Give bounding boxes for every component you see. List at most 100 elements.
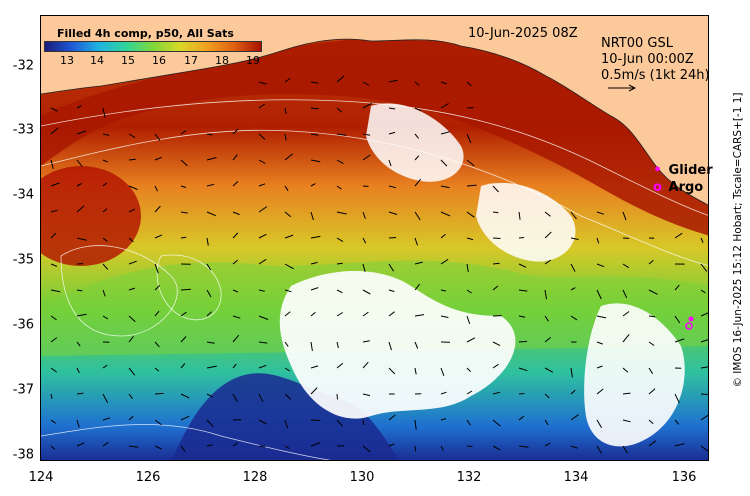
- current-vector: [50, 393, 53, 399]
- current-vector: [128, 158, 136, 161]
- current-vector: [50, 107, 58, 112]
- current-vector: [258, 103, 266, 109]
- current-vector: [128, 415, 134, 421]
- current-vector: [388, 443, 395, 447]
- current-vector: [648, 315, 656, 318]
- current-vector: [466, 445, 473, 448]
- current-vector: [258, 159, 266, 164]
- current-vector: [596, 263, 605, 268]
- current-vector: [622, 333, 630, 343]
- current-vector: [492, 445, 501, 451]
- current-vector: [128, 315, 136, 323]
- current-vector: [518, 289, 528, 292]
- current-vector: [310, 261, 318, 265]
- current-vector: [232, 181, 239, 187]
- current-vector: [102, 263, 109, 270]
- current-vector: [206, 211, 216, 217]
- y-tick-label: -33: [12, 122, 34, 138]
- current-vector: [50, 209, 58, 213]
- current-vector: [50, 367, 57, 373]
- glider-marker[interactable]: [688, 316, 694, 322]
- legend-glider: • Glider: [651, 163, 712, 178]
- current-vector: [206, 237, 209, 246]
- current-vector: [570, 211, 577, 220]
- current-vector: [50, 289, 61, 293]
- current-vector: [154, 367, 160, 372]
- argo-marker[interactable]: [685, 322, 693, 330]
- current-vector: [76, 159, 83, 167]
- current-vector: [414, 178, 421, 187]
- legend-argo: o Argo: [651, 180, 703, 195]
- current-vector: [440, 233, 446, 239]
- current-vector: [154, 156, 162, 161]
- current-vector: [76, 419, 80, 428]
- y-tick-label: -35: [12, 252, 34, 268]
- current-vector: [362, 102, 373, 109]
- current-vector: [206, 341, 215, 344]
- current-vector: [570, 315, 578, 321]
- current-vector: [362, 445, 371, 453]
- current-vector: [362, 154, 371, 161]
- current-vector: [622, 367, 629, 373]
- current-vector: [362, 340, 370, 343]
- current-vector: [362, 81, 370, 86]
- current-scale: 0.5m/s (1kt 24h): [601, 68, 710, 83]
- current-vector: [50, 159, 54, 170]
- current-vector: [154, 445, 163, 450]
- current-vector: [700, 414, 708, 421]
- current-vector: [206, 263, 212, 271]
- current-vector: [414, 155, 420, 161]
- current-vector: [466, 237, 474, 241]
- current-vector: [518, 415, 525, 421]
- current-vector: [206, 183, 215, 187]
- current-vector: [596, 341, 603, 345]
- current-vector: [154, 341, 160, 348]
- current-vector: [336, 211, 347, 215]
- land-mass: [41, 16, 708, 205]
- current-vector: [544, 337, 551, 343]
- current-vector: [414, 367, 417, 375]
- current-vector: [466, 289, 472, 294]
- current-vector: [622, 263, 630, 269]
- current-vector: [492, 341, 501, 347]
- current-vector: [180, 211, 188, 214]
- current-vector: [362, 263, 366, 272]
- current-vector: [414, 419, 417, 430]
- credit-label: © IMOS 16-Jun-2025 15:12 Hobart; Tscale=…: [732, 92, 744, 388]
- current-vector: [362, 393, 371, 397]
- current-vector: [206, 444, 213, 447]
- current-vector: [232, 259, 239, 265]
- current-vector: [674, 443, 685, 447]
- current-vector: [440, 159, 448, 167]
- current-vector: [570, 287, 576, 291]
- current-vector: [310, 235, 321, 239]
- current-vector: [310, 365, 319, 369]
- current-vector: [336, 75, 345, 83]
- current-vector: [388, 237, 397, 239]
- current-vector: [258, 315, 269, 320]
- current-vector: [284, 107, 287, 114]
- current-vector: [232, 128, 239, 135]
- glider-dot-icon: •: [653, 163, 662, 178]
- date-label: 10-Jun-2025 08Z: [468, 26, 578, 41]
- current-vector: [284, 263, 294, 270]
- legend-argo-label: Argo: [668, 180, 704, 195]
- current-vector: [284, 445, 290, 449]
- current-vector: [50, 419, 56, 424]
- current-vector: [648, 367, 654, 374]
- current-vector: [466, 315, 471, 325]
- current-vector: [518, 367, 528, 372]
- current-vector: [440, 367, 445, 376]
- current-vector: [570, 445, 578, 449]
- current-vector: [544, 231, 552, 239]
- current-vector: [440, 445, 444, 451]
- sst-map[interactable]: [41, 16, 709, 461]
- current-vector: [674, 232, 683, 239]
- contour-line: [41, 99, 708, 216]
- current-vector: [466, 159, 475, 167]
- current-vector: [648, 341, 655, 346]
- current-vector: [492, 262, 500, 265]
- current-vector: [362, 289, 371, 295]
- current-vector: [232, 363, 237, 369]
- x-tick-label: 130: [349, 470, 375, 485]
